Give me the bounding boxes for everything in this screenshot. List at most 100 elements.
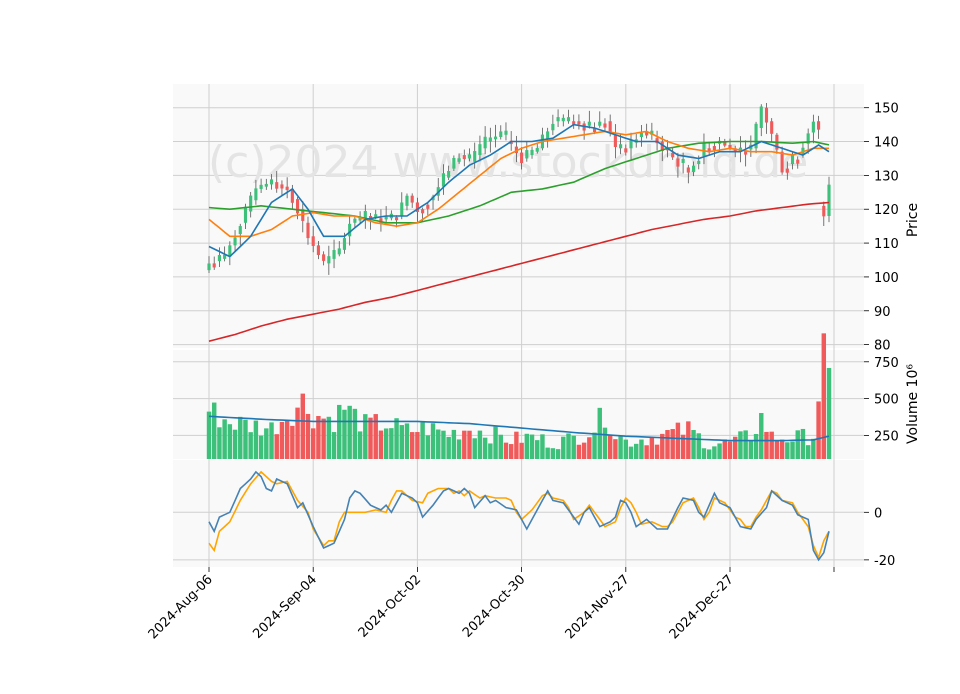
volume-bar [540, 434, 545, 459]
candle-body [520, 152, 524, 164]
volume-bar [680, 434, 686, 459]
candle-body [780, 151, 784, 173]
volume-bar [404, 423, 410, 459]
candle-body [785, 168, 789, 173]
candle-body [806, 133, 810, 144]
volume-bar [800, 428, 806, 459]
candle-body [660, 141, 664, 151]
candle-body [733, 148, 737, 153]
volume-bar [232, 429, 238, 459]
volume-bar [670, 429, 675, 459]
candle-body [259, 184, 263, 189]
volume-bar [712, 446, 717, 459]
volume-bar [441, 430, 446, 459]
volume-bar [743, 430, 748, 459]
candle-body [650, 130, 654, 135]
y-tick-label: 500 [874, 393, 899, 408]
price-panel-bg [173, 84, 864, 348]
volume-bar [415, 432, 420, 459]
volume-bar [623, 439, 629, 459]
candle-body [561, 117, 565, 122]
candle-body [723, 141, 727, 146]
volume-bar [545, 447, 550, 459]
volume-bar [618, 436, 623, 459]
candle-body [488, 137, 492, 142]
candle-body [535, 148, 539, 152]
volume-bar [628, 446, 634, 459]
x-tick-label: 2024-Nov-27 [563, 572, 633, 642]
volume-bar [279, 421, 285, 459]
volume-bar [467, 430, 472, 459]
candle-body [686, 167, 690, 173]
candle-body [384, 216, 388, 220]
candle-body [212, 263, 216, 268]
volume-bar [529, 434, 535, 459]
y-tick-label: 130 [874, 169, 899, 184]
x-tick-label: 2024-Sep-04 [250, 572, 320, 642]
volume-bar [383, 428, 389, 459]
volume-bar [373, 414, 378, 459]
volume-bar [300, 393, 305, 459]
y-tick-label: 100 [874, 271, 899, 286]
candle-body [311, 236, 315, 246]
candle-body [290, 188, 294, 203]
volume-bar [488, 443, 493, 459]
candle-body [702, 143, 706, 157]
volume-bar [274, 434, 279, 459]
candle-body [478, 144, 482, 156]
volume-bar [368, 417, 373, 459]
volume-bar [581, 442, 587, 459]
candle-body [316, 245, 320, 255]
volume-bar [420, 422, 425, 459]
candle-body [608, 121, 612, 133]
y-tick-label: 80 [874, 339, 891, 354]
volume-bar [446, 436, 451, 459]
candle-body [243, 206, 248, 223]
volume-bar [399, 425, 404, 459]
volume-bar [654, 444, 660, 459]
candle-body [285, 186, 289, 190]
candle-body [275, 182, 279, 189]
volume-bar [576, 444, 582, 459]
volume-bar [290, 425, 295, 459]
volume-bar [805, 445, 811, 459]
x-tick-label: 2024-Oct-30 [460, 572, 528, 640]
volume-bar [561, 436, 566, 459]
volume-bar [753, 434, 759, 459]
candle-body [817, 121, 821, 130]
candle-body [681, 158, 685, 163]
oscillator-main-line [208, 470, 830, 562]
volume-bar [727, 441, 733, 459]
candle-body [764, 107, 769, 123]
candle-body [467, 154, 472, 159]
volume-bar [436, 429, 441, 459]
volume-bar [503, 442, 509, 459]
volume-bar [326, 416, 332, 459]
volume-bar [691, 429, 696, 459]
volume-bar [305, 413, 311, 459]
candle-body [296, 199, 300, 214]
candle-body [493, 136, 498, 140]
candle-body [358, 217, 362, 221]
volume-bar [821, 333, 827, 459]
volume-bar [733, 436, 738, 459]
volume-bar [482, 437, 488, 459]
volume-bar [587, 437, 592, 459]
volume-bar [284, 421, 290, 459]
volume-bar [316, 416, 321, 459]
candle-body [249, 195, 253, 212]
candle-body [754, 123, 758, 149]
candle-body [379, 218, 383, 223]
volume-bar [769, 431, 774, 459]
volume-bar [649, 437, 655, 459]
candle-body [514, 146, 518, 154]
candle-body [353, 218, 357, 223]
candle-body [587, 121, 591, 126]
candle-body [566, 117, 571, 122]
volume-bar [826, 367, 832, 459]
sma-long-line [208, 201, 830, 342]
candle-body [822, 205, 826, 217]
volume-bar [816, 401, 821, 459]
volume-bar [795, 430, 800, 459]
